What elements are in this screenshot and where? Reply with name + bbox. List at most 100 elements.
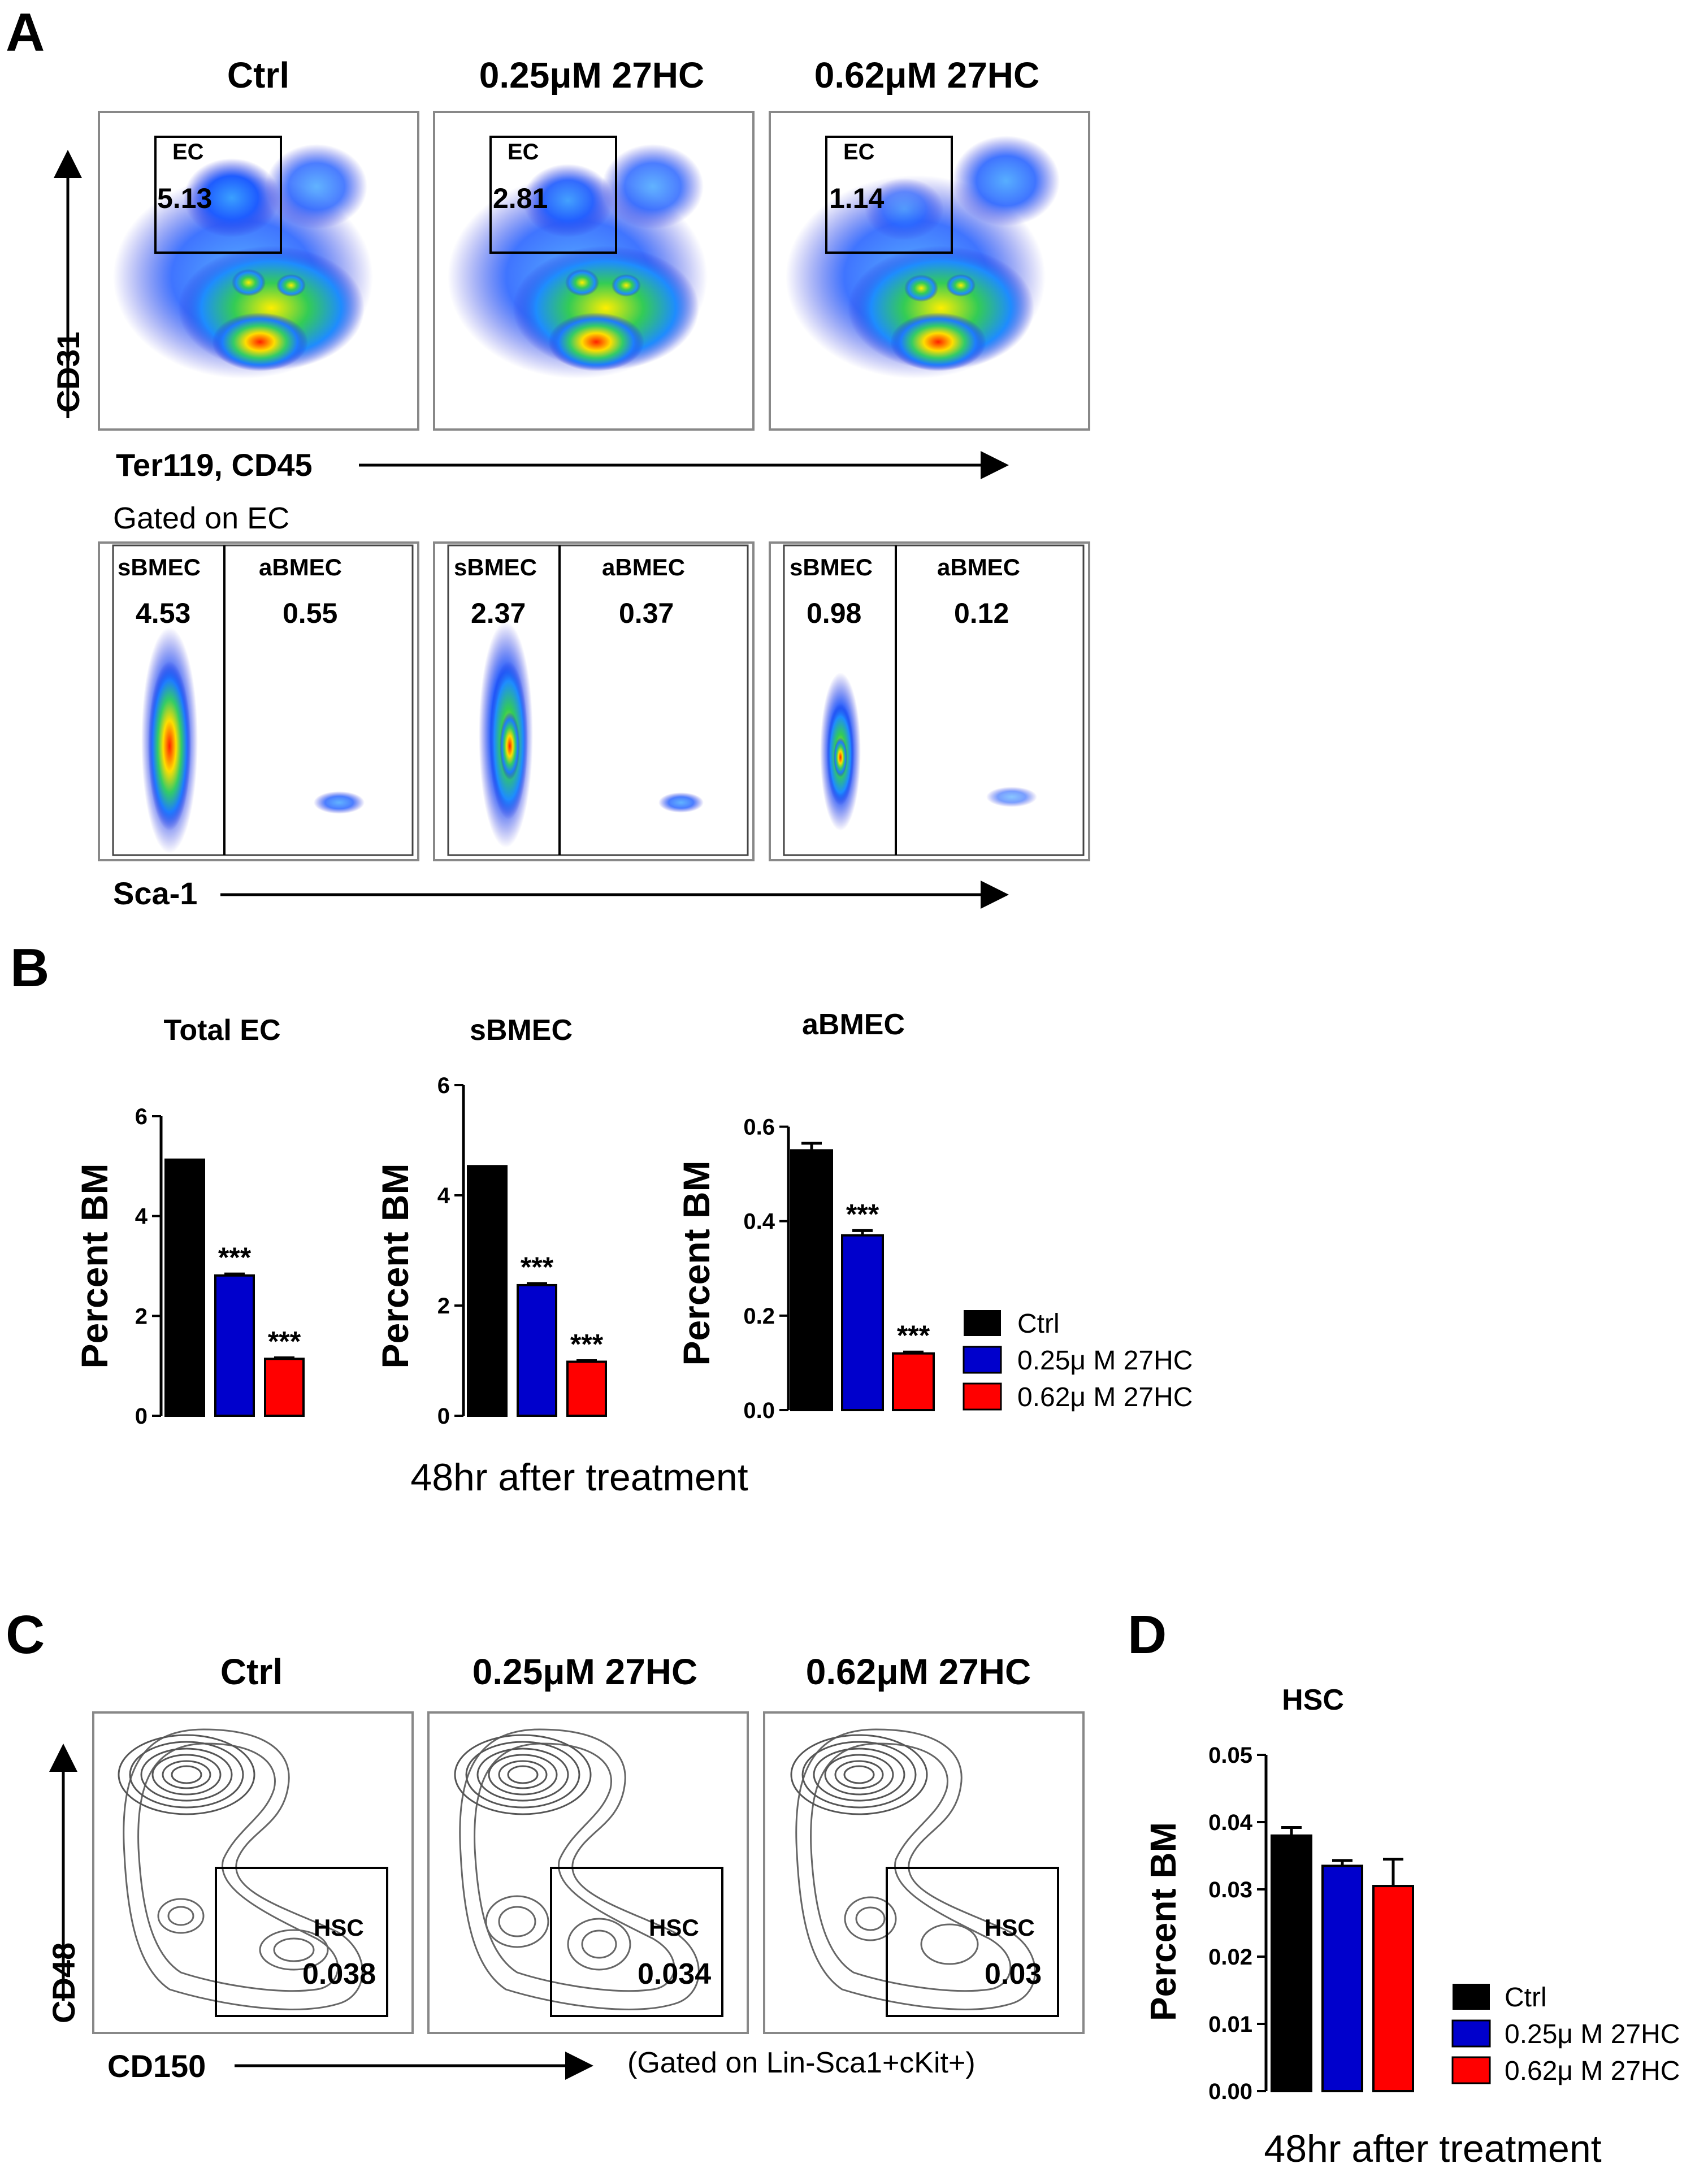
condition-header-high: 0.62μM 27HC	[814, 55, 1039, 96]
ec-gate	[489, 136, 617, 254]
x-axis-label-sca1: Sca-1	[113, 875, 197, 911]
hsc-gate-label: HSC	[314, 1914, 364, 1941]
sbmec-value-ctrl: 4.53	[136, 597, 190, 629]
abmec-gate-label: aBMEC	[259, 554, 342, 580]
ec-value-ctrl: 5.13	[157, 183, 212, 214]
condition-header-low: 0.25μM 27HC	[479, 55, 704, 96]
y-tick-label: 0.0	[743, 1398, 775, 1423]
panel-a: Ctrl 0.25μM 27HC 0.62μM 27HC EC 5.13	[50, 55, 1090, 911]
legend-label-ctrl: Ctrl	[1505, 1983, 1547, 2013]
abmec-gate-label: aBMEC	[602, 554, 685, 580]
significance-label: ***	[846, 1198, 879, 1230]
y-tick-label: 6	[437, 1073, 450, 1098]
chart-title: aBMEC	[802, 1008, 905, 1041]
condition-header-ctrl: Ctrl	[227, 55, 289, 96]
y-tick-label: 2	[437, 1294, 450, 1319]
bar-high	[1372, 1885, 1414, 2093]
sbmec-value-low: 2.37	[471, 597, 526, 629]
hsc-value-high: 0.03	[985, 1958, 1042, 1991]
bar-low	[214, 1274, 255, 1417]
legend-panel-b: Ctrl 0.25μ M 27HC 0.62μ M 27HC	[963, 1309, 1193, 1412]
legend-label-low: 0.25μ M 27HC	[1017, 1346, 1193, 1376]
ec-gate-label: EC	[843, 140, 875, 164]
hsc-gate	[550, 1867, 723, 2017]
legend-label-high: 0.62μ M 27HC	[1017, 1382, 1193, 1412]
y-tick-label: 4	[437, 1183, 450, 1208]
legend-swatch-high	[1451, 2056, 1491, 2084]
significance-label: ***	[897, 1320, 930, 1351]
abmec-value-low: 0.37	[619, 597, 674, 629]
chart-title: sBMEC	[470, 1014, 573, 1047]
ec-plot-ctrl: EC 5.13	[98, 111, 419, 431]
y-axis-label: Percent BM	[73, 1163, 115, 1368]
panel-label-a: A	[6, 2, 45, 63]
gated-on-ec-note: Gated on EC	[113, 501, 289, 535]
y-tick-label: 0.01	[1208, 2012, 1252, 2037]
gated-on-lsk-note: (Gated on Lin-Sca1+cKit+)	[627, 2046, 976, 2079]
ec-gate	[154, 136, 282, 254]
bar-ctrl	[1271, 1834, 1312, 2093]
bar-high	[892, 1352, 935, 1412]
y-tick-label: 0.03	[1208, 1878, 1252, 1902]
sbmec-gate-label: sBMEC	[118, 554, 201, 580]
bar-low	[1321, 1865, 1363, 2093]
bar-high	[566, 1360, 607, 1417]
hsc-plot-high: HSC 0.03	[763, 1711, 1085, 2034]
condition-header-high: 0.62μM 27HC	[806, 1651, 1031, 1692]
ec-gate-label: EC	[172, 140, 204, 164]
y-tick-label: 0.6	[743, 1115, 775, 1140]
chart-title: Total EC	[163, 1014, 280, 1047]
bar-ctrl	[164, 1158, 205, 1417]
legend-swatch-high	[963, 1382, 1002, 1411]
y-axis-label: Percent BM	[1143, 1822, 1184, 2021]
sbmec-gate-label: sBMEC	[454, 554, 537, 580]
y-tick-label: 0.2	[743, 1304, 775, 1329]
y-axis-label: Percent BM	[675, 1160, 717, 1365]
hsc-value-low: 0.034	[638, 1958, 711, 1991]
ec-gate	[825, 136, 953, 254]
ec-value-low: 2.81	[493, 183, 548, 214]
y-tick-label: 0.02	[1208, 1945, 1252, 1970]
bar-chart-abmec: aBMEC 0.0 0.2 0.4 0.6 Percent BM *** ***	[675, 1008, 935, 1423]
condition-header-low: 0.25μM 27HC	[472, 1651, 697, 1692]
abmec-value-high: 0.12	[954, 597, 1009, 629]
sca1-plot-high: sBMEC aBMEC 0.98 0.12	[769, 541, 1090, 861]
y-tick-label: 2	[135, 1304, 148, 1329]
sbmec-gate-label: sBMEC	[790, 554, 873, 580]
legend-label-low: 0.25μ M 27HC	[1505, 2019, 1680, 2049]
significance-label: ***	[521, 1251, 554, 1283]
y-tick-label: 0.4	[743, 1209, 775, 1234]
y-tick-label: 0.00	[1208, 2079, 1252, 2104]
panel-b-footer: 48hr after treatment	[410, 1456, 748, 1499]
ec-plot-high: EC 1.14	[769, 111, 1090, 431]
sca1-plot-low: sBMEC aBMEC 2.37 0.37	[433, 541, 755, 861]
legend-swatch-ctrl	[964, 1310, 1001, 1336]
bar-ctrl	[790, 1149, 833, 1412]
sbmec-value-high: 0.98	[807, 597, 861, 629]
hsc-plot-ctrl: HSC 0.038	[92, 1711, 414, 2034]
significance-label: ***	[268, 1326, 301, 1358]
ec-plot-low: EC 2.81	[433, 111, 755, 431]
ec-gate-label: EC	[508, 140, 539, 164]
hsc-gate	[215, 1867, 388, 2017]
bar-chart-hsc: HSC 0.00 0.01 0.02 0.03 0.04 0.05 Percent BM	[1143, 1684, 1414, 2104]
legend-swatch-low	[1451, 2019, 1491, 2048]
panel-label-d: D	[1128, 1605, 1167, 1665]
hsc-value-ctrl: 0.038	[302, 1958, 376, 1991]
legend-swatch-ctrl	[1453, 1984, 1490, 2010]
hsc-gate-label: HSC	[985, 1914, 1035, 1941]
x-axis-label-cd150: CD150	[107, 2048, 206, 2084]
ec-value-high: 1.14	[829, 183, 885, 214]
y-tick-label: 0	[437, 1404, 450, 1429]
y-tick-label: 4	[135, 1204, 148, 1229]
bar-high	[264, 1358, 305, 1417]
x-axis-label-ter119: Ter119, CD45	[116, 447, 313, 483]
hsc-gate	[886, 1867, 1059, 2017]
hsc-gate-label: HSC	[649, 1914, 699, 1941]
abmec-gate-label: aBMEC	[937, 554, 1020, 580]
panel-d-footer: 48hr after treatment	[1264, 2127, 1601, 2170]
y-tick-label: 0.04	[1208, 1810, 1253, 1835]
bar-low	[517, 1284, 557, 1417]
legend-label-ctrl: Ctrl	[1017, 1309, 1060, 1339]
